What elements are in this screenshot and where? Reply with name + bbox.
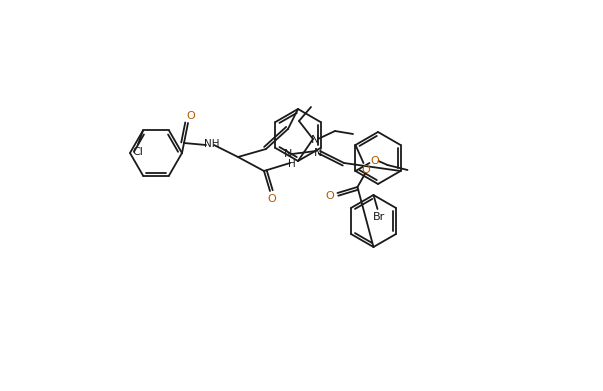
Text: O: O — [186, 111, 195, 121]
Text: O: O — [268, 194, 276, 204]
Text: N: N — [284, 149, 292, 159]
Text: N: N — [311, 135, 319, 145]
Text: Cl: Cl — [133, 147, 144, 158]
Text: O: O — [361, 165, 370, 175]
Text: Br: Br — [373, 212, 385, 222]
Text: N: N — [314, 148, 322, 158]
Text: H: H — [288, 159, 296, 169]
Text: O: O — [370, 156, 379, 166]
Text: NH: NH — [204, 139, 219, 149]
Text: O: O — [325, 191, 334, 201]
